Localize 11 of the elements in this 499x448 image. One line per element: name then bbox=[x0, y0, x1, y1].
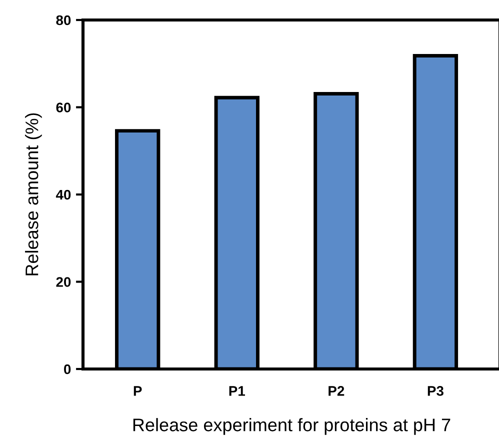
y-tick-label: 80 bbox=[56, 15, 71, 26]
y-axis-title: Release amount (%) bbox=[25, 113, 42, 276]
x-axis-title: Release experiment for proteins at pH 7 bbox=[133, 418, 450, 435]
x-tick-label: P2 bbox=[328, 386, 344, 396]
x-tick-label: P3 bbox=[428, 386, 444, 396]
x-tick-label: P bbox=[134, 386, 142, 396]
x-tick-label: P1 bbox=[229, 386, 245, 396]
y-tick-label: 20 bbox=[56, 277, 71, 287]
y-tick-label: 0 bbox=[64, 364, 71, 374]
y-tick-label: 60 bbox=[56, 102, 71, 112]
y-tick-label: 40 bbox=[56, 190, 71, 200]
